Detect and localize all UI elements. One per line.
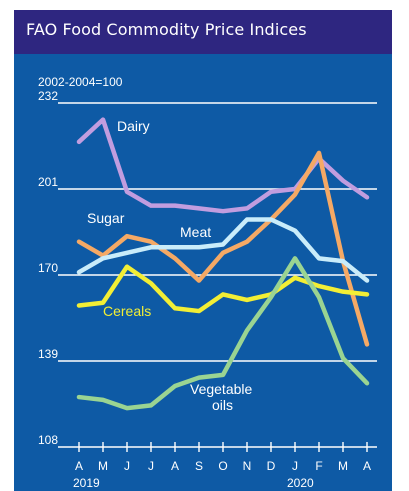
x-tick-label: O [218,459,227,473]
year-label: 2019 [73,476,100,490]
x-tick-label: A [75,459,83,473]
series-label-cereals: Cereals [103,303,151,319]
x-tick-label: M [98,459,108,473]
x-tick-label: A [363,459,371,473]
series-label-vegetable-oils: Vegetable [190,381,252,397]
series-label-meat: Meat [180,224,211,240]
x-tick-label: F [315,459,322,473]
x-tick-label: D [267,459,276,473]
x-tick-label: J [124,459,130,473]
y-axis-unit-label: 2002-2004=100 [38,75,123,89]
x-tick-label: A [171,459,179,473]
x-tick-label: M [338,459,348,473]
series-label-vegetable-oils: oils [212,397,233,413]
x-tick-label: S [195,459,203,473]
y-tick-label: 232 [38,89,58,103]
x-tick-label: J [292,459,298,473]
y-tick-label: 108 [38,433,58,447]
series-label-dairy: Dairy [117,118,150,134]
y-tick-label: 170 [38,261,58,275]
y-axis: 108 139 170 201 232 [38,89,58,447]
y-tick-label: 201 [38,175,58,189]
series-label-sugar: Sugar [87,210,125,226]
series-lines [79,120,367,409]
x-tick-label: J [148,459,154,473]
x-axis: A M J J A S O N D J F M A 2019 2020 [58,442,377,490]
year-label: 2020 [287,476,314,490]
y-tick-label: 139 [38,347,58,361]
x-tick-label: N [243,459,252,473]
